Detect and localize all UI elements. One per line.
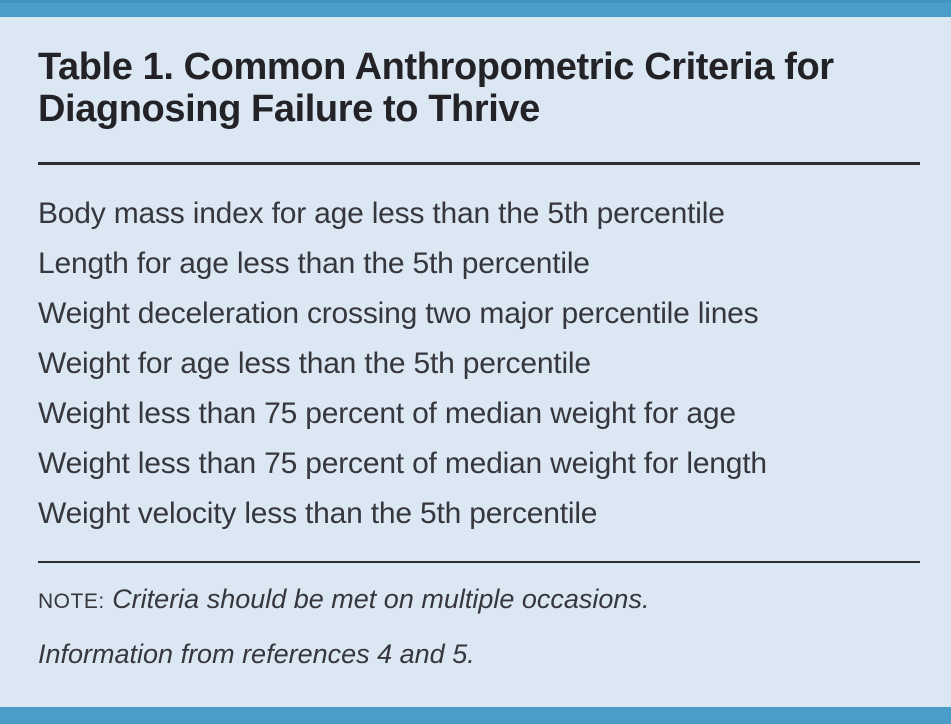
source-line: Information from references 4 and 5.	[38, 639, 475, 669]
top-accent-bar	[0, 0, 951, 17]
table-row: Weight for age less than the 5th percent…	[38, 346, 591, 380]
title-divider	[38, 162, 920, 165]
table-note: NOTE: Criteria should be met on multiple…	[38, 582, 920, 619]
table-content: Table 1. Common Anthropometric Criteria …	[38, 17, 920, 671]
table-row: Weight deceleration crossing two major p…	[38, 296, 759, 330]
table-row: Weight less than 75 percent of median we…	[38, 396, 736, 430]
table-row: Length for age less than the 5th percent…	[38, 246, 590, 280]
footer-divider	[38, 560, 920, 563]
table-row: Body mass index for age less than the 5t…	[38, 196, 725, 230]
table-row: Weight less than 75 percent of median we…	[38, 446, 767, 480]
bottom-accent-bar	[0, 707, 951, 724]
table-title: Table 1. Common Anthropometric Criteria …	[38, 46, 834, 130]
criteria-list: Body mass index for age less than the 5t…	[38, 189, 920, 539]
note-text: Criteria should be met on multiple occas…	[112, 584, 650, 614]
note-label: NOTE:	[38, 590, 105, 613]
table-row: Weight velocity less than the 5th percen…	[38, 496, 598, 530]
